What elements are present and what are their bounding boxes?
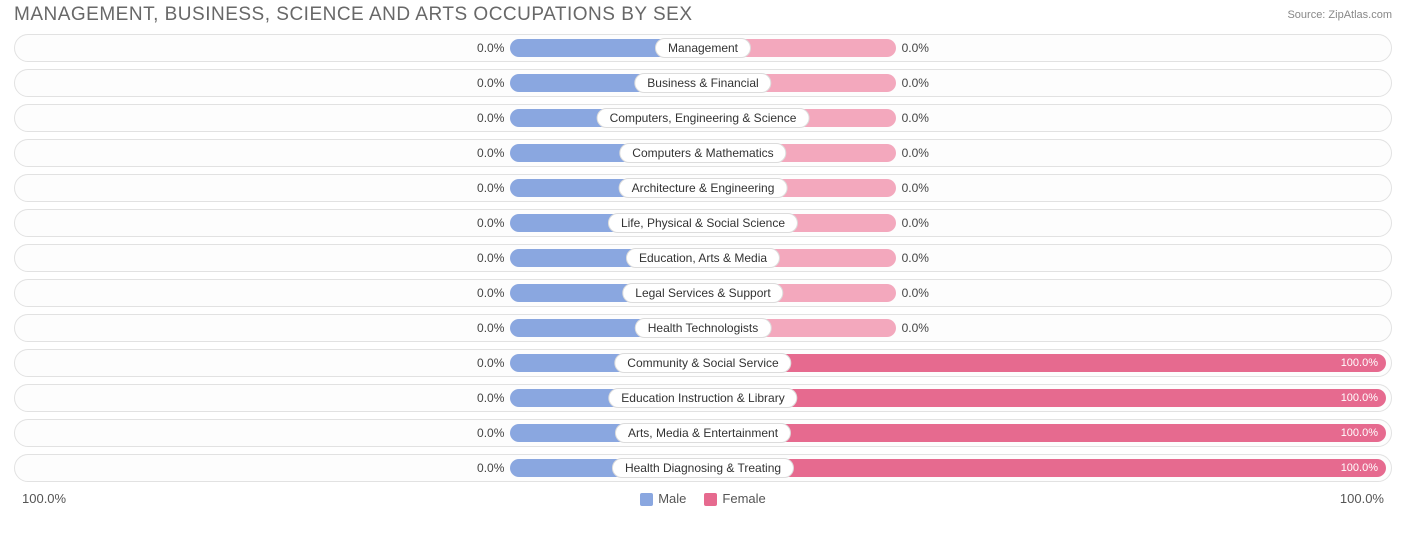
male-value: 0.0% — [477, 245, 504, 271]
male-value: 0.0% — [477, 140, 504, 166]
category-label: Legal Services & Support — [622, 283, 783, 303]
chart-row: 0.0% 100.0% Community & Social Service — [14, 349, 1392, 377]
female-bar: 100.0% — [703, 424, 1386, 442]
category-label: Health Technologists — [635, 318, 772, 338]
chart-row: 0.0% 0.0% Health Technologists — [14, 314, 1392, 342]
legend-female: Female — [704, 491, 765, 506]
female-bar: 100.0% — [703, 389, 1386, 407]
chart-row: 0.0% 100.0% Health Diagnosing & Treating — [14, 454, 1392, 482]
female-value: 100.0% — [1333, 459, 1386, 477]
chart-row: 0.0% 0.0% Management — [14, 34, 1392, 62]
chart-row: 0.0% 0.0% Life, Physical & Social Science — [14, 209, 1392, 237]
female-bar: 100.0% — [703, 354, 1386, 372]
female-value: 0.0% — [902, 105, 929, 131]
female-value: 0.0% — [902, 245, 929, 271]
female-value: 0.0% — [902, 35, 929, 61]
female-bar: 100.0% — [703, 459, 1386, 477]
chart-row: 0.0% 0.0% Computers, Engineering & Science — [14, 104, 1392, 132]
male-value: 0.0% — [477, 350, 504, 376]
female-swatch-icon — [704, 493, 717, 506]
chart-row: 0.0% 0.0% Computers & Mathematics — [14, 139, 1392, 167]
female-value: 0.0% — [902, 210, 929, 236]
chart-row: 0.0% 0.0% Legal Services & Support — [14, 279, 1392, 307]
chart-row: 0.0% 0.0% Business & Financial — [14, 69, 1392, 97]
male-value: 0.0% — [477, 385, 504, 411]
category-label: Computers, Engineering & Science — [597, 108, 810, 128]
male-value: 0.0% — [477, 105, 504, 131]
category-label: Architecture & Engineering — [619, 178, 788, 198]
chart-area: 0.0% 0.0% Management 0.0% 0.0% Business & Fin… — [0, 34, 1406, 482]
chart-title: MANAGEMENT, BUSINESS, SCIENCE AND ARTS O… — [14, 4, 693, 26]
female-value: 0.0% — [902, 280, 929, 306]
male-value: 0.0% — [477, 420, 504, 446]
male-swatch-icon — [640, 493, 653, 506]
chart-header: MANAGEMENT, BUSINESS, SCIENCE AND ARTS O… — [0, 0, 1406, 34]
category-label: Arts, Media & Entertainment — [615, 423, 791, 443]
legend-female-label: Female — [722, 491, 765, 506]
axis-left-label: 100.0% — [22, 491, 66, 506]
female-value: 0.0% — [902, 70, 929, 96]
chart-source: Source: ZipAtlas.com — [1287, 9, 1392, 21]
legend: Male Female — [640, 491, 766, 506]
chart-row: 0.0% 100.0% Arts, Media & Entertainment — [14, 419, 1392, 447]
category-label: Business & Financial — [634, 73, 771, 93]
chart-row: 0.0% 0.0% Architecture & Engineering — [14, 174, 1392, 202]
female-value: 100.0% — [1333, 354, 1386, 372]
axis-right-label: 100.0% — [1340, 491, 1384, 506]
male-value: 0.0% — [477, 315, 504, 341]
category-label: Management — [655, 38, 751, 58]
chart-row: 0.0% 100.0% Education Instruction & Librar… — [14, 384, 1392, 412]
category-label: Community & Social Service — [614, 353, 791, 373]
female-value: 100.0% — [1333, 424, 1386, 442]
category-label: Health Diagnosing & Treating — [612, 458, 794, 478]
chart-footer: 100.0% Male Female 100.0% — [0, 489, 1406, 506]
female-value: 0.0% — [902, 140, 929, 166]
male-value: 0.0% — [477, 280, 504, 306]
female-value: 0.0% — [902, 315, 929, 341]
male-value: 0.0% — [477, 210, 504, 236]
female-value: 0.0% — [902, 175, 929, 201]
legend-male: Male — [640, 491, 686, 506]
category-label: Education Instruction & Library — [608, 388, 797, 408]
male-value: 0.0% — [477, 35, 504, 61]
category-label: Life, Physical & Social Science — [608, 213, 798, 233]
male-value: 0.0% — [477, 175, 504, 201]
chart-row: 0.0% 0.0% Education, Arts & Media — [14, 244, 1392, 272]
category-label: Education, Arts & Media — [626, 248, 780, 268]
female-value: 100.0% — [1333, 389, 1386, 407]
legend-male-label: Male — [658, 491, 686, 506]
category-label: Computers & Mathematics — [619, 143, 786, 163]
male-value: 0.0% — [477, 455, 504, 481]
male-value: 0.0% — [477, 70, 504, 96]
